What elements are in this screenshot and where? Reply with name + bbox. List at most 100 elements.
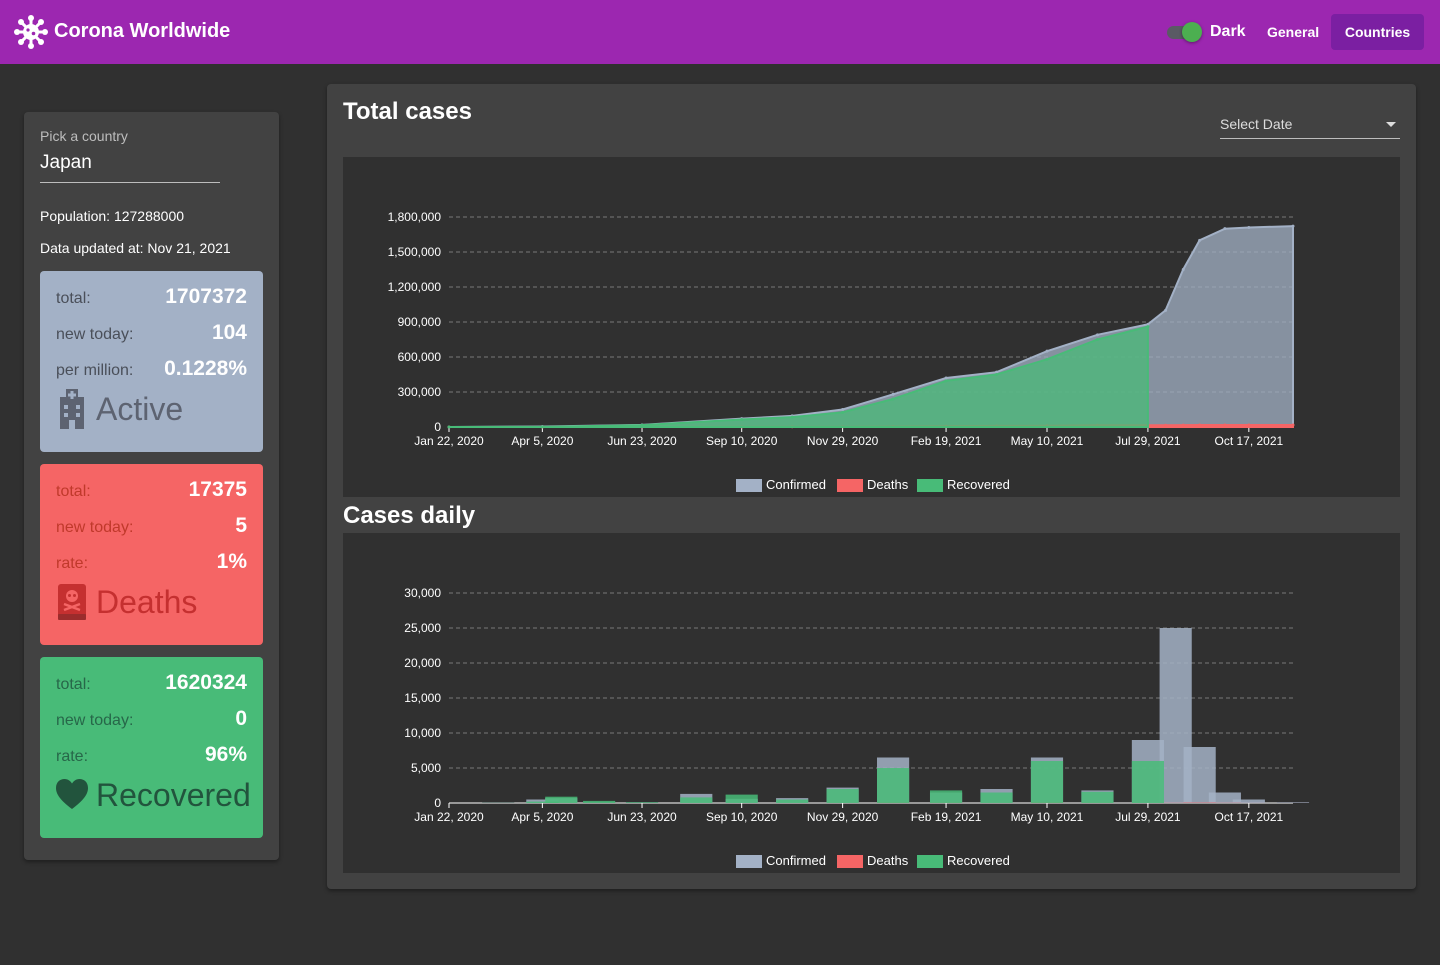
- select-date-dropdown[interactable]: Select Date: [1220, 116, 1400, 139]
- y-tick-label: 1,500,000: [388, 245, 442, 259]
- nav-general-button[interactable]: General: [1267, 24, 1320, 40]
- bar-recovered: [929, 790, 963, 803]
- country-sidebar: Pick a country Japan Population: 1272880…: [24, 112, 279, 860]
- deaths-title: Deaths: [96, 583, 198, 620]
- nav-countries-button[interactable]: Countries: [1331, 14, 1424, 50]
- cases-daily-svg: 0 5,000 10,000 15,000 20,000 25,000 30,000 Jan …: [404, 586, 1310, 868]
- bar-recovered: [1030, 761, 1064, 803]
- toggle-thumb: [1182, 22, 1202, 42]
- bar-recovered: [1081, 791, 1114, 803]
- active-new-label: new today:: [56, 326, 134, 343]
- app-bar: Corona Worldwide Dark General Countries: [0, 0, 1440, 64]
- x-tick-label: Oct 17, 2021: [1214, 810, 1283, 824]
- recovered-footer: Recovered: [56, 775, 251, 815]
- legend-label-deaths: Deaths: [867, 477, 909, 492]
- hospital-icon: [60, 389, 84, 429]
- y-tick-label: 1,200,000: [388, 280, 442, 294]
- deaths-new-value: 5: [235, 514, 247, 537]
- x-tick-label: Nov 29, 2020: [807, 810, 879, 824]
- bar-recovered: [625, 802, 659, 803]
- deaths-rate-label: rate:: [56, 555, 89, 572]
- y-tick-label: 600,000: [398, 350, 442, 364]
- charts-panel: Total cases Select Date 0 300,000 600,000 9…: [327, 84, 1416, 889]
- data-point-confirmed: [1181, 268, 1185, 271]
- bar-confirmed: [526, 799, 559, 803]
- active-total-label: total:: [56, 290, 91, 307]
- cases-daily-title: Cases daily: [343, 502, 476, 529]
- deaths-rate-value: 1%: [216, 550, 247, 573]
- y-tick-label: 0: [434, 420, 441, 434]
- heart-icon: [56, 779, 88, 809]
- legend-swatch-deaths: [837, 855, 863, 868]
- data-point-recovered: [790, 415, 794, 419]
- x-tick-label: May 10, 2021: [1011, 810, 1084, 824]
- recovered-total-label: total:: [56, 676, 91, 693]
- legend-label-recovered: Recovered: [947, 853, 1010, 868]
- bar-confirmed: [1276, 802, 1310, 803]
- data-point-confirmed: [1223, 227, 1227, 231]
- data-point-recovered: [740, 418, 744, 422]
- active-permillion-label: per million:: [56, 362, 134, 379]
- x-tick-label: Apr 5, 2020: [511, 810, 573, 824]
- deaths-new-row: new today: 5: [56, 514, 247, 538]
- data-point-recovered: [640, 423, 644, 427]
- x-tick-label: Jul 29, 2021: [1115, 434, 1181, 448]
- y-tick-label: 5,000: [411, 761, 441, 775]
- data-point-confirmed: [1164, 308, 1168, 312]
- data-point-recovered: [1146, 325, 1150, 329]
- deaths-total-value: 17375: [188, 478, 247, 501]
- series-area-confirmed: [448, 225, 1294, 428]
- country-select-input[interactable]: Japan: [40, 152, 92, 173]
- data-point-deaths: [1164, 423, 1168, 427]
- legend-swatch-recovered: [917, 855, 943, 868]
- data-point-recovered: [1045, 357, 1049, 361]
- bar-recovered: [583, 800, 616, 803]
- active-permillion-row: per million: 0.1228%: [56, 357, 247, 381]
- y-tick-label: 30,000: [404, 586, 441, 600]
- y-tick-label: 15,000: [404, 691, 441, 705]
- bar-confirmed: [1232, 799, 1265, 803]
- country-select-label: Pick a country: [40, 128, 128, 144]
- data-point-recovered: [995, 373, 999, 376]
- legend-swatch-confirmed: [736, 479, 762, 492]
- recovered-rate-label: rate:: [56, 748, 89, 765]
- virus-icon: [14, 15, 48, 49]
- data-point-recovered: [540, 425, 544, 429]
- active-new-row: new today: 104: [56, 321, 247, 345]
- bar-recovered: [526, 801, 559, 803]
- active-footer: Active: [56, 389, 183, 429]
- x-tick-label: Feb 19, 2021: [911, 810, 982, 824]
- y-tick-label: 300,000: [398, 385, 442, 399]
- data-point-confirmed: [891, 392, 895, 396]
- data-point-confirmed: [995, 370, 999, 374]
- x-tick-label: Jan 22, 2020: [414, 434, 484, 448]
- recovered-total-row: total: 1620324: [56, 671, 247, 695]
- total-cases-svg: 0 300,000 600,000 900,000 1,200,000 1,500,000…: [388, 210, 1295, 492]
- deaths-total-row: total: 17375: [56, 478, 247, 502]
- dark-mode-toggle[interactable]: [1165, 22, 1203, 42]
- recovered-new-value: 0: [235, 707, 247, 730]
- data-point-deaths: [1198, 423, 1202, 427]
- legend-swatch-recovered: [917, 479, 943, 492]
- data-point-confirmed: [1247, 226, 1251, 229]
- total-cases-title: Total cases: [343, 98, 472, 125]
- bar-recovered: [980, 792, 1013, 803]
- recovered-rate-value: 96%: [204, 743, 247, 766]
- data-point-confirmed: [1198, 238, 1202, 242]
- legend-label-confirmed: Confirmed: [766, 853, 826, 868]
- data-point-deaths: [1291, 423, 1295, 427]
- bar-recovered: [826, 789, 859, 803]
- recovered-title: Recovered: [96, 776, 251, 813]
- y-tick-label: 25,000: [404, 621, 441, 635]
- active-card: total: 1707372 new today: 104 per millio…: [40, 271, 263, 452]
- data-point-recovered: [1095, 338, 1099, 341]
- data-point-recovered: [841, 410, 845, 414]
- series-area-recovered: [448, 325, 1149, 428]
- data-point-confirmed: [1291, 224, 1295, 228]
- y-tick-label: 0: [434, 796, 441, 810]
- legend-label-recovered: Recovered: [947, 477, 1010, 492]
- data-point-deaths: [1181, 423, 1185, 427]
- data-updated-text: Data updated at: Nov 21, 2021: [40, 240, 231, 256]
- legend-label-confirmed: Confirmed: [766, 477, 826, 492]
- recovered-total-value: 1620324: [165, 671, 247, 694]
